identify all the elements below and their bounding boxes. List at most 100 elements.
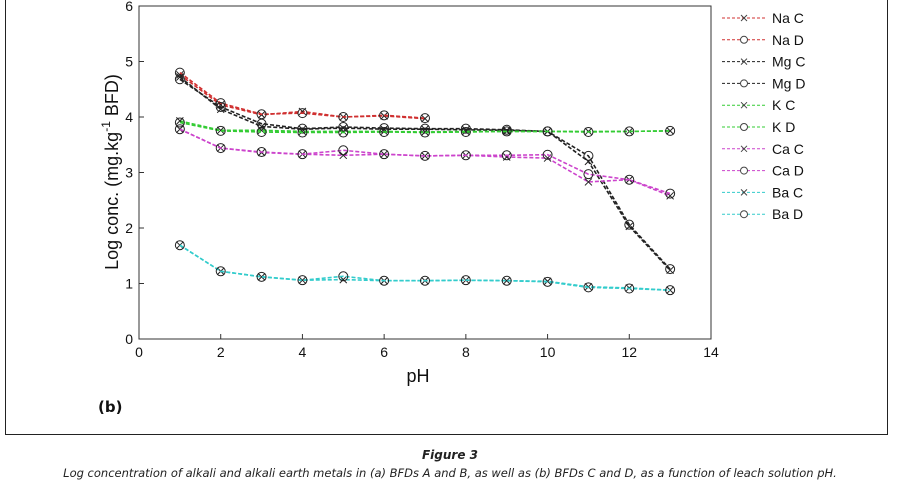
legend-item-ba-c: Ba C (722, 184, 803, 200)
data-point-na-d (379, 110, 390, 121)
data-point-k-c (666, 127, 674, 135)
legend: Na C Na D Mg C Mg D K C K D Ca C Ca D Ba C Ba D (722, 10, 805, 222)
data-point-ca-c (380, 150, 388, 159)
data-point-k-c (216, 126, 225, 135)
series-line-ca-d (179, 128, 671, 195)
data-point-k-d (624, 126, 635, 137)
data-point-ba-c (502, 276, 511, 285)
y-tick-label: 0 (125, 331, 133, 347)
series-layer (174, 67, 676, 296)
legend-label: K D (772, 119, 795, 135)
legend-label: K C (772, 97, 795, 113)
data-point-ba-d (583, 282, 594, 293)
y-tick-label: 2 (125, 220, 133, 236)
series-line-mg-c (179, 76, 671, 271)
series-line-ca-c (179, 128, 671, 197)
data-point-mg-c (666, 266, 674, 275)
data-point-mg-d (215, 102, 226, 113)
data-point-mg-c (176, 73, 184, 81)
x-tick-label: 0 (135, 344, 143, 360)
legend-item-mg-d: Mg D (722, 75, 805, 91)
data-point-ba-c (257, 272, 266, 281)
data-point-ca-d (338, 145, 349, 156)
y-tick-label: 4 (125, 109, 133, 125)
data-point-mg-d (624, 219, 635, 230)
legend-marker-cross (740, 58, 748, 65)
x-axis-title: pH (406, 366, 429, 386)
caption-title: Figure 3 (421, 448, 479, 462)
data-point-ba-d (297, 275, 308, 286)
series-ba-d (174, 240, 676, 296)
y-tick-label: 3 (125, 165, 133, 181)
data-point-ca-d (501, 150, 512, 161)
data-point-mg-c (584, 157, 593, 166)
data-point-k-d (256, 126, 267, 137)
data-point-ca-d (624, 174, 635, 185)
legend-label: Ca C (772, 141, 804, 157)
legend-marker-cross (740, 145, 748, 153)
series-ca-d (174, 124, 676, 199)
data-point-na-d (420, 113, 430, 124)
data-point-mg-c (216, 105, 225, 114)
y-tick-label: 1 (125, 276, 133, 292)
data-point-mg-d (460, 123, 471, 134)
series-line-na-d (179, 71, 426, 119)
x-tick-label: 10 (540, 344, 556, 360)
data-point-ba-d (420, 275, 430, 286)
data-point-mg-d (420, 123, 430, 134)
x-tick-label: 8 (462, 344, 470, 360)
data-point-ca-d (379, 149, 390, 160)
data-point-k-c (462, 127, 470, 136)
legend-marker-cross (740, 101, 748, 109)
data-point-ca-d (542, 149, 553, 160)
data-point-ba-d (542, 276, 553, 287)
data-point-ba-d (501, 275, 512, 286)
legend-label: Ba D (772, 206, 803, 222)
data-point-ca-d (460, 150, 471, 161)
data-point-k-d (420, 127, 430, 138)
series-k-c (176, 117, 674, 136)
legend-marker-cross (740, 14, 748, 22)
series-ba-c (176, 241, 674, 295)
data-point-k-c (298, 127, 307, 136)
legend-item-ba-d: Ba D (722, 206, 803, 222)
legend-item-na-d: Na D (722, 32, 804, 48)
data-point-k-d (542, 126, 553, 137)
data-point-k-d (460, 126, 471, 137)
legend-item-k-d: K D (722, 119, 795, 135)
figure-caption: Figure 3 Log concentration of alkali and… (0, 448, 900, 480)
data-point-ba-d (624, 283, 635, 294)
data-point-na-d (297, 108, 308, 119)
panel-label: (b) (98, 398, 122, 416)
legend-label: Ba C (772, 184, 803, 200)
data-point-k-c (421, 128, 429, 136)
legend-marker-circle (740, 210, 748, 219)
data-point-k-d (379, 126, 390, 137)
legend-item-mg-c: Mg C (722, 54, 805, 70)
data-point-ca-d (583, 169, 594, 180)
data-point-ba-c (543, 277, 552, 286)
data-point-mg-d (256, 118, 267, 129)
data-point-k-d (174, 117, 185, 128)
x-tick-label: 6 (380, 344, 388, 360)
data-point-ba-c (666, 286, 674, 295)
data-point-k-d (215, 125, 226, 136)
data-point-ba-d (174, 240, 185, 251)
legend-marker-cross (740, 189, 748, 196)
data-point-ba-c (298, 276, 307, 285)
series-na-c (176, 70, 429, 123)
data-point-ba-d (338, 271, 349, 282)
legend-label: Mg C (772, 54, 805, 70)
y-tick-label: 5 (125, 54, 133, 70)
legend-marker-circle (740, 35, 748, 44)
x-tick-label: 12 (621, 344, 637, 360)
data-point-ca-c (584, 178, 593, 186)
series-mg-c (176, 73, 674, 275)
data-point-mg-d (583, 150, 594, 161)
data-point-mg-d (174, 74, 185, 85)
data-point-ca-d (420, 150, 430, 161)
data-point-ba-d (215, 266, 226, 277)
data-point-mg-c (257, 122, 266, 131)
